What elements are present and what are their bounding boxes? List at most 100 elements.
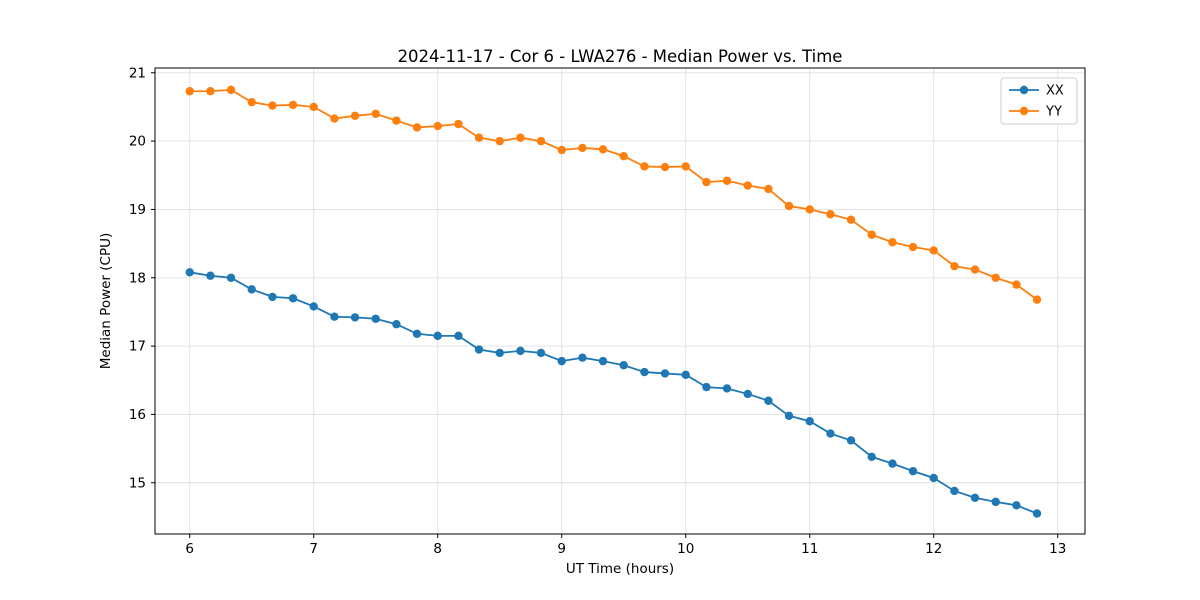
- data-point-XX: [805, 417, 814, 426]
- x-tick-label: 7: [309, 541, 318, 557]
- data-point-XX: [1012, 501, 1021, 510]
- data-point-YY: [392, 116, 401, 125]
- data-point-XX: [970, 493, 980, 502]
- data-point-YY: [226, 85, 236, 95]
- data-point-YY: [619, 151, 628, 161]
- data-point-YY: [206, 87, 215, 96]
- data-point-XX: [454, 331, 463, 341]
- data-point-XX: [557, 356, 566, 366]
- data-point-XX: [722, 384, 732, 393]
- data-point-XX: [247, 285, 256, 294]
- data-point-XX: [888, 459, 897, 468]
- data-point-YY: [991, 273, 1000, 282]
- x-tick-label: 10: [677, 541, 694, 557]
- data-point-YY: [867, 230, 876, 239]
- data-point-XX: [226, 273, 236, 282]
- legend-label-XX: XX: [1046, 84, 1064, 99]
- data-point-XX: [288, 294, 298, 303]
- data-point-XX: [350, 313, 360, 322]
- y-tick-label: 17: [129, 339, 146, 355]
- y-tick-label: 20: [129, 134, 146, 150]
- data-point-YY: [681, 162, 690, 171]
- chart-title: 2024-11-17 - Cor 6 - LWA276 - Median Pow…: [398, 47, 843, 66]
- data-point-YY: [474, 133, 484, 142]
- data-point-XX: [598, 356, 608, 366]
- data-point-YY: [764, 184, 773, 194]
- data-point-YY: [743, 181, 752, 190]
- data-point-YY: [247, 97, 256, 107]
- axes-frame: [154, 67, 1086, 535]
- x-tick-label: 6: [185, 541, 194, 557]
- data-point-XX: [619, 361, 628, 370]
- data-point-YY: [536, 136, 546, 146]
- data-point-XX: [516, 346, 525, 356]
- data-point-XX: [784, 411, 794, 420]
- data-point-YY: [805, 205, 814, 214]
- data-point-YY: [722, 176, 732, 185]
- data-point-XX: [371, 314, 380, 323]
- data-point-XX: [826, 429, 835, 438]
- data-point-XX: [702, 382, 711, 392]
- data-point-YY: [784, 201, 794, 211]
- data-point-YY: [888, 238, 897, 247]
- series-line-YY: [189, 88, 1038, 301]
- data-point-YY: [330, 114, 339, 123]
- data-point-XX: [660, 369, 670, 378]
- data-point-YY: [908, 242, 918, 252]
- data-point-YY: [350, 111, 360, 121]
- legend-label-YY: YY: [1045, 105, 1062, 120]
- data-point-YY: [516, 133, 525, 142]
- y-tick-label: 15: [129, 475, 146, 491]
- data-point-YY: [495, 136, 504, 146]
- data-point-YY: [433, 121, 442, 131]
- data-point-XX: [536, 348, 546, 358]
- data-point-XX: [991, 497, 1000, 507]
- data-point-XX: [206, 271, 215, 280]
- data-point-YY: [288, 100, 298, 110]
- data-point-YY: [557, 145, 566, 155]
- data-point-XX: [412, 329, 422, 338]
- legend-frame: [1000, 77, 1078, 125]
- data-point-YY: [846, 215, 856, 224]
- data-point-XX: [495, 348, 504, 358]
- data-point-YY: [185, 87, 194, 96]
- data-point-XX: [846, 436, 856, 445]
- data-point-XX: [1032, 509, 1042, 518]
- data-point-YY: [950, 261, 959, 271]
- data-point-XX: [268, 292, 277, 302]
- data-point-XX: [330, 312, 339, 321]
- data-point-YY: [702, 177, 711, 187]
- data-point-XX: [743, 389, 752, 399]
- data-point-XX: [929, 473, 938, 483]
- legend-marker-YY: [1019, 106, 1029, 116]
- data-point-YY: [640, 162, 649, 171]
- data-point-XX: [578, 353, 587, 362]
- x-tick-label: 9: [557, 541, 566, 557]
- data-point-XX: [867, 452, 876, 461]
- x-tick-label: 11: [801, 541, 818, 557]
- data-point-YY: [412, 123, 422, 132]
- data-point-YY: [578, 143, 587, 153]
- legend: XX YY: [1000, 77, 1078, 125]
- data-point-YY: [970, 265, 980, 274]
- data-point-YY: [1032, 295, 1042, 304]
- data-point-XX: [433, 331, 442, 341]
- data-point-YY: [598, 145, 608, 154]
- data-point-XX: [640, 367, 649, 377]
- data-point-XX: [392, 320, 401, 329]
- data-point-XX: [185, 268, 194, 277]
- data-point-XX: [474, 345, 484, 354]
- data-point-YY: [929, 246, 938, 255]
- data-point-YY: [660, 162, 670, 172]
- x-tick-label: 12: [925, 541, 942, 557]
- x-axis-label: UT Time (hours): [566, 561, 674, 577]
- y-axis-label: Median Power (CPU): [98, 233, 114, 369]
- x-tick-label: 13: [1049, 541, 1066, 557]
- y-tick-label: 18: [129, 270, 146, 286]
- data-point-YY: [371, 109, 380, 118]
- data-point-YY: [826, 210, 835, 219]
- data-point-XX: [309, 302, 318, 311]
- data-point-XX: [681, 370, 690, 379]
